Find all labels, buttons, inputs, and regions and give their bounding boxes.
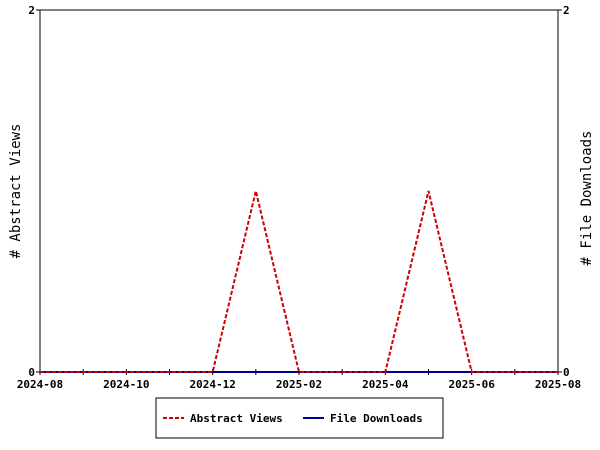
x-tick-label: 2025-06 (448, 378, 495, 391)
y-right-tick-min: 0 (563, 366, 570, 379)
x-tick-label: 2025-02 (276, 378, 322, 391)
y-right-tick-max: 2 (563, 4, 570, 17)
y-left-axis-title: # Abstract Views (8, 124, 24, 259)
x-tick-label: 2025-08 (535, 378, 581, 391)
legend: Abstract Views File Downloads (155, 397, 444, 439)
y-right-axis-title: # File Downloads (579, 131, 595, 266)
y-left-tick-min: 0 (28, 366, 35, 379)
x-tick-labels: 2024-08 2024-10 2024-12 2025-02 2025-04 2025-… (17, 378, 581, 391)
x-tick-label: 2024-12 (189, 378, 235, 391)
series-lines (40, 190, 558, 373)
legend-label-file-downloads: File Downloads (330, 412, 423, 425)
plot-area (39, 9, 559, 373)
series-line-abstract-views (40, 190, 558, 373)
x-tick-label: 2024-08 (17, 378, 63, 391)
legend-label-abstract-views: Abstract Views (190, 412, 283, 425)
x-tick-label: 2025-04 (362, 378, 409, 391)
y-left-tick-max: 2 (28, 4, 35, 17)
legend-box (155, 397, 444, 439)
x-tick-label: 2024-10 (103, 378, 149, 391)
